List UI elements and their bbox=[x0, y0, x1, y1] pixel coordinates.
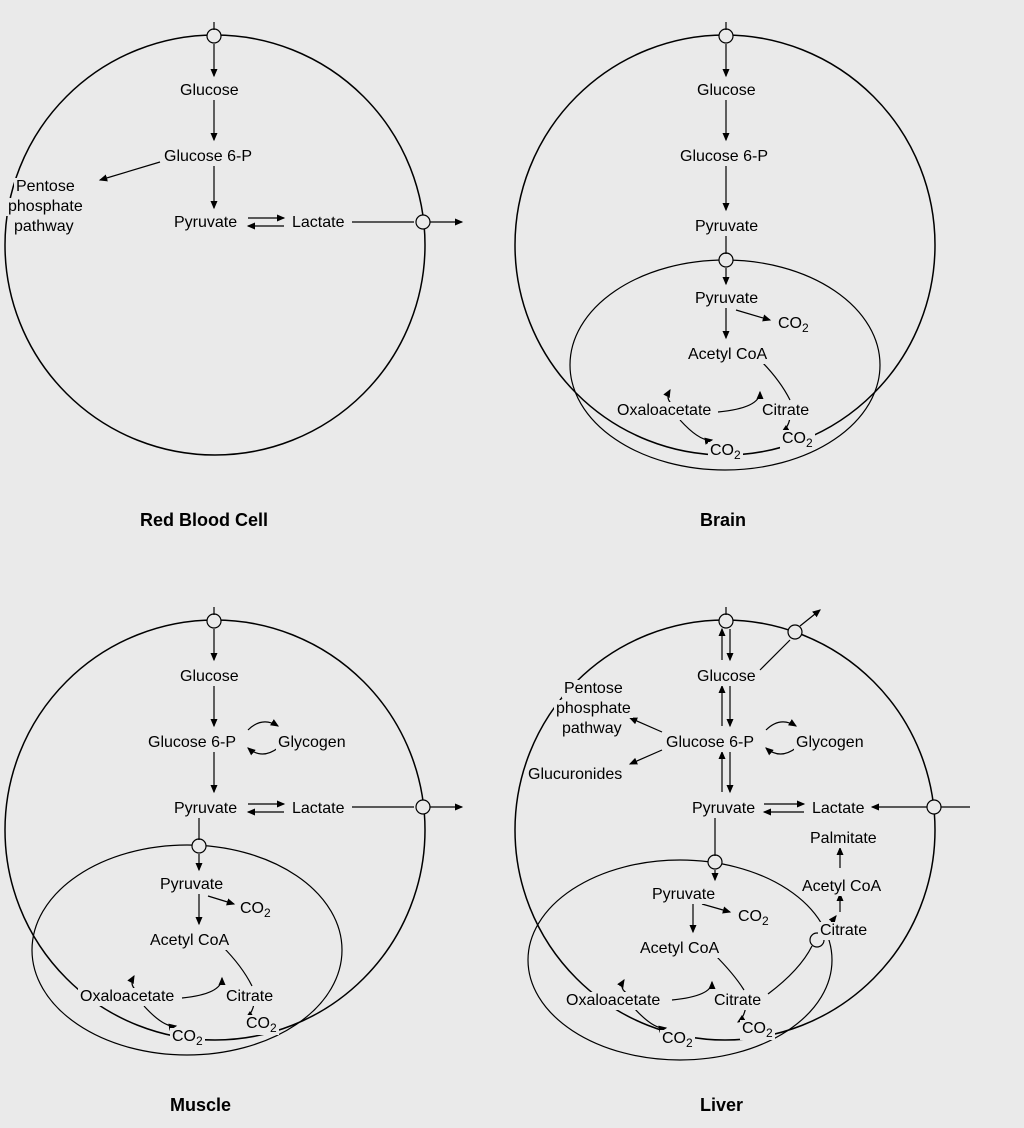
muscle-pyruvate2: Pyruvate bbox=[158, 876, 225, 894]
muscle-lactate: Lactate bbox=[290, 800, 346, 818]
brain-co2-2: CO2 bbox=[780, 430, 815, 450]
liver-glucuronides: Glucuronides bbox=[526, 766, 624, 784]
rbc-ppp1: Pentose bbox=[14, 178, 77, 196]
liver-exit-port bbox=[788, 625, 802, 639]
brain-pyruvate1: Pyruvate bbox=[693, 218, 760, 236]
liver-ppp3: pathway bbox=[560, 720, 624, 738]
rbc-ppp3: pathway bbox=[12, 218, 76, 236]
liver-co2-2: CO2 bbox=[740, 1020, 775, 1040]
muscle-glucose: Glucose bbox=[178, 668, 241, 686]
liver-pyruvate2: Pyruvate bbox=[650, 886, 717, 904]
liver-acetylcoa-r: Acetyl CoA bbox=[800, 878, 883, 896]
muscle-pyruvate1: Pyruvate bbox=[172, 800, 239, 818]
rbc-exit-port bbox=[416, 215, 430, 229]
liver-lactate-port bbox=[927, 800, 941, 814]
brain-title: Brain bbox=[700, 510, 746, 531]
muscle-oxaloacetate: Oxaloacetate bbox=[78, 988, 176, 1006]
brain-g6p: Glucose 6-P bbox=[678, 148, 770, 166]
rbc-g6p: Glucose 6-P bbox=[162, 148, 254, 166]
liver-mito-port bbox=[708, 855, 722, 869]
muscle-acetylcoa: Acetyl CoA bbox=[148, 932, 231, 950]
rbc-lactate: Lactate bbox=[290, 214, 346, 232]
brain-oxaloacetate: Oxaloacetate bbox=[615, 402, 713, 420]
liver-g6p: Glucose 6-P bbox=[664, 734, 756, 752]
liver-co2-1: CO2 bbox=[736, 908, 771, 928]
muscle-co2-1: CO2 bbox=[238, 900, 273, 920]
liver-citrate-r: Citrate bbox=[818, 922, 869, 940]
brain-co2-1: CO2 bbox=[776, 315, 811, 335]
muscle-glycogen: Glycogen bbox=[276, 734, 348, 752]
metabolic-diagram-svg bbox=[0, 0, 1024, 1128]
brain-glucose: Glucose bbox=[695, 82, 758, 100]
rbc-glucose: Glucose bbox=[178, 82, 241, 100]
liver-entry-port bbox=[719, 614, 733, 628]
liver-lactate: Lactate bbox=[810, 800, 866, 818]
liver-glycogen: Glycogen bbox=[794, 734, 866, 752]
brain-entry-port bbox=[719, 29, 733, 43]
muscle-co2-3: CO2 bbox=[170, 1028, 205, 1048]
liver-pyruvate1: Pyruvate bbox=[690, 800, 757, 818]
brain-co2-3: CO2 bbox=[708, 442, 743, 462]
muscle-co2-2: CO2 bbox=[244, 1015, 279, 1035]
rbc-title: Red Blood Cell bbox=[140, 510, 268, 531]
muscle-entry-port bbox=[207, 614, 221, 628]
muscle-exit-port bbox=[416, 800, 430, 814]
liver-oxaloacetate: Oxaloacetate bbox=[564, 992, 662, 1010]
muscle-citrate: Citrate bbox=[224, 988, 275, 1006]
liver-acetylcoa: Acetyl CoA bbox=[638, 940, 721, 958]
muscle-g6p: Glucose 6-P bbox=[146, 734, 238, 752]
brain-pyruvate2: Pyruvate bbox=[693, 290, 760, 308]
rbc-entry-port bbox=[207, 29, 221, 43]
rbc-pyruvate: Pyruvate bbox=[172, 214, 239, 232]
muscle-title: Muscle bbox=[170, 1095, 231, 1116]
liver-co2-3: CO2 bbox=[660, 1030, 695, 1050]
brain-acetylcoa: Acetyl CoA bbox=[686, 346, 769, 364]
muscle-mito-port bbox=[192, 839, 206, 853]
brain-mito-port bbox=[719, 253, 733, 267]
rbc-ppp2: phosphate bbox=[6, 198, 85, 216]
liver-citrate: Citrate bbox=[712, 992, 763, 1010]
liver-palmitate: Palmitate bbox=[808, 830, 879, 848]
liver-title: Liver bbox=[700, 1095, 743, 1116]
liver-glucose: Glucose bbox=[695, 668, 758, 686]
liver-ppp1: Pentose bbox=[562, 680, 625, 698]
brain-citrate: Citrate bbox=[760, 402, 811, 420]
liver-ppp2: phosphate bbox=[554, 700, 633, 718]
